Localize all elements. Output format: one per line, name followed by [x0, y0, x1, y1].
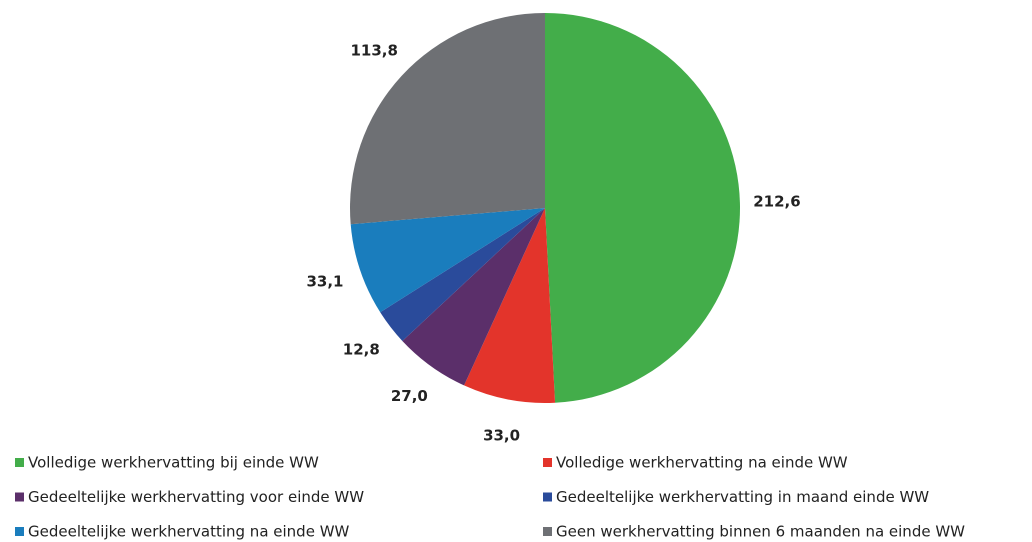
pie-slice: [402, 208, 545, 386]
legend-label: Gedeeltelijke werkhervatting na einde WW: [28, 523, 350, 541]
legend-label: Geen werkhervatting binnen 6 maanden na …: [556, 523, 965, 541]
legend-swatch: [15, 527, 24, 536]
data-label: 33,1: [306, 272, 343, 290]
pie-slice: [464, 208, 556, 403]
legend-swatch: [543, 492, 552, 502]
pie-slice: [380, 208, 545, 341]
legend-swatch: [15, 458, 24, 467]
data-label: 33,0: [483, 426, 520, 444]
legend-label: Volledige werkhervatting bij einde WW: [28, 454, 319, 472]
legend-swatch: [543, 527, 552, 536]
pie-slice: [545, 13, 740, 403]
legend-label: Gedeeltelijke werkhervatting in maand ei…: [556, 488, 929, 506]
pie-slice: [350, 208, 545, 313]
legend-swatch: [543, 458, 552, 467]
legend-label: Gedeeltelijke werkhervatting voor einde …: [28, 488, 364, 506]
data-label: 212,6: [753, 193, 800, 211]
legend-swatch: [15, 492, 24, 502]
data-label: 27,0: [391, 387, 428, 405]
data-label: 113,8: [351, 41, 398, 59]
pie-slice: [350, 13, 545, 225]
data-label: 12,8: [343, 340, 380, 358]
legend-label: Volledige werkhervatting na einde WW: [556, 454, 848, 472]
